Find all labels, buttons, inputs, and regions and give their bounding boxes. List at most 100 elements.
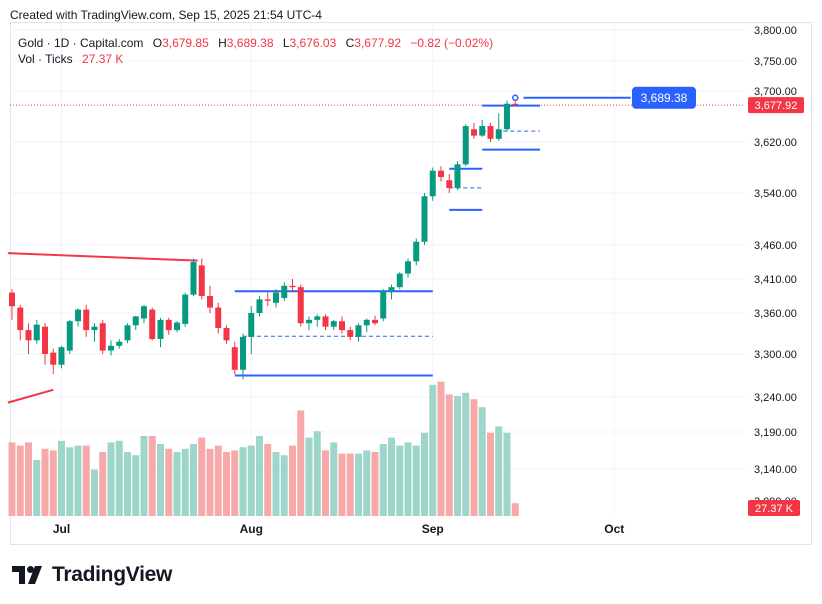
candle-body-45: [380, 291, 387, 319]
volume-bar-50: [421, 432, 428, 516]
candle-body-25: [215, 307, 222, 329]
volume-bar-8: [74, 445, 82, 516]
legend-close-label: C: [345, 36, 355, 50]
candle-body-59: [495, 129, 502, 139]
candle-body-60: [504, 103, 510, 130]
price-tick-label-3: 3,620.00: [754, 137, 797, 149]
volume-bar-19: [165, 448, 173, 516]
price-tick-label-8: 3,300.00: [754, 349, 797, 361]
volume-bar-30: [256, 436, 263, 516]
volume-bar-26: [223, 452, 230, 516]
candle-body-38: [322, 316, 329, 327]
time-label-oct: Oct: [604, 522, 624, 536]
volume-bar-57: [478, 407, 486, 516]
tradingview-brand[interactable]: TradingView: [12, 563, 172, 587]
volume-bar-12: [107, 442, 115, 516]
volume-badge: [748, 500, 800, 516]
volume-bar-54: [454, 396, 461, 516]
price-badges-layer: 3,689.38 3,677.92 27.37 K: [632, 86, 804, 516]
volume-bar-18: [157, 444, 164, 516]
candle-body-21: [182, 294, 189, 324]
horizontal-levels-layer: [7, 96, 631, 404]
volume-bar-13: [115, 440, 123, 516]
volume-bar-36: [305, 437, 313, 516]
volume-bar-16: [140, 436, 148, 516]
legend-high-label: H: [218, 36, 227, 50]
volume-bar-60: [503, 432, 511, 516]
candle-body-39: [330, 321, 337, 327]
candle-body-17: [149, 309, 156, 339]
price-tick-label-4: 3,540.00: [754, 188, 797, 200]
candle-body-58: [487, 126, 494, 139]
price-tick-label-5: 3,460.00: [754, 240, 797, 252]
volume-bar-11: [99, 452, 107, 516]
time-label-aug: Aug: [240, 522, 263, 536]
candle-body-26: [223, 328, 230, 341]
candle-body-10: [91, 326, 98, 331]
volume-bar-41: [346, 453, 354, 516]
candle-body-27: [231, 347, 238, 370]
time-label-jul: Jul: [53, 522, 70, 536]
candle-body-35: [297, 287, 304, 324]
volume-bar-52: [437, 381, 445, 516]
current-price-badge: [748, 97, 804, 114]
candle-body-32: [273, 292, 279, 303]
candle-body-11: [99, 323, 106, 351]
candle-body-2: [25, 330, 32, 341]
candle-body-28: [240, 336, 246, 370]
volume-bar-1: [16, 445, 24, 516]
volume-bar-25: [214, 445, 222, 516]
price-axis-layer: 3,800.00 3,750.00 3,700.00 3,620.00 3,540.00…: [754, 25, 797, 508]
legend-ohlc-row: Gold · 1D · Capital.com O3,679.85 H3,689…: [18, 35, 493, 51]
legend-change: −0.82 (−0.02%): [410, 36, 494, 50]
volume-bar-48: [404, 442, 412, 516]
chart-frame: [10, 22, 812, 545]
candle-body-50: [421, 196, 428, 242]
legend-symbol[interactable]: Gold · 1D · Capital.com: [18, 36, 144, 50]
volume-bar-47: [396, 445, 404, 516]
volume-bar-39: [330, 442, 338, 516]
tradingview-logo-icon: [12, 566, 42, 584]
candle-body-61: [512, 103, 519, 106]
candle-body-43: [363, 319, 370, 326]
candle-body-30: [256, 299, 263, 313]
volume-bar-32: [272, 452, 280, 516]
volume-bar-56: [470, 399, 478, 516]
candle-body-29: [248, 313, 255, 337]
volume-bar-33: [280, 455, 288, 516]
volume-bar-21: [181, 448, 189, 516]
volume-bar-10: [91, 469, 98, 516]
level-price-badge-text: 3,689.38: [641, 91, 688, 105]
legend-volume-row: Vol · Ticks 27.37 K: [18, 51, 493, 67]
price-tick-label-9: 3,240.00: [754, 392, 797, 404]
candle-body-14: [124, 325, 131, 341]
candle-body-41: [347, 330, 354, 337]
candle-body-42: [355, 325, 362, 337]
candle-body-40: [339, 321, 345, 331]
volume-bar-5: [49, 450, 57, 516]
level-price-badge: [632, 86, 696, 109]
candle-body-23: [198, 265, 205, 296]
trend-line-0: [7, 252, 198, 262]
volume-bar-15: [132, 455, 140, 516]
price-tick-label-10: 3,190.00: [754, 427, 797, 439]
chart-legend: Gold · 1D · Capital.com O3,679.85 H3,689…: [18, 35, 493, 67]
price-tick-label-1: 3,750.00: [754, 56, 797, 68]
volume-bar-49: [412, 445, 420, 516]
candle-body-19: [165, 319, 172, 331]
volume-bar-7: [66, 447, 74, 516]
trend-line-1: [7, 388, 54, 404]
candle-body-44: [372, 319, 378, 324]
candle-body-24: [207, 296, 213, 308]
candle-body-12: [108, 345, 114, 351]
candle-body-46: [388, 287, 395, 292]
candle-body-3: [33, 324, 40, 341]
volume-badge-text: 27.37 K: [755, 503, 794, 515]
legend-open-label: O: [152, 36, 163, 50]
volume-layer: [8, 381, 519, 516]
grid-layer: [10, 22, 745, 515]
volume-bar-44: [371, 452, 379, 516]
chart-caption: Created with TradingView.com, Sep 15, 20…: [10, 8, 322, 22]
legend-volume-label[interactable]: Vol · Ticks: [18, 52, 73, 66]
